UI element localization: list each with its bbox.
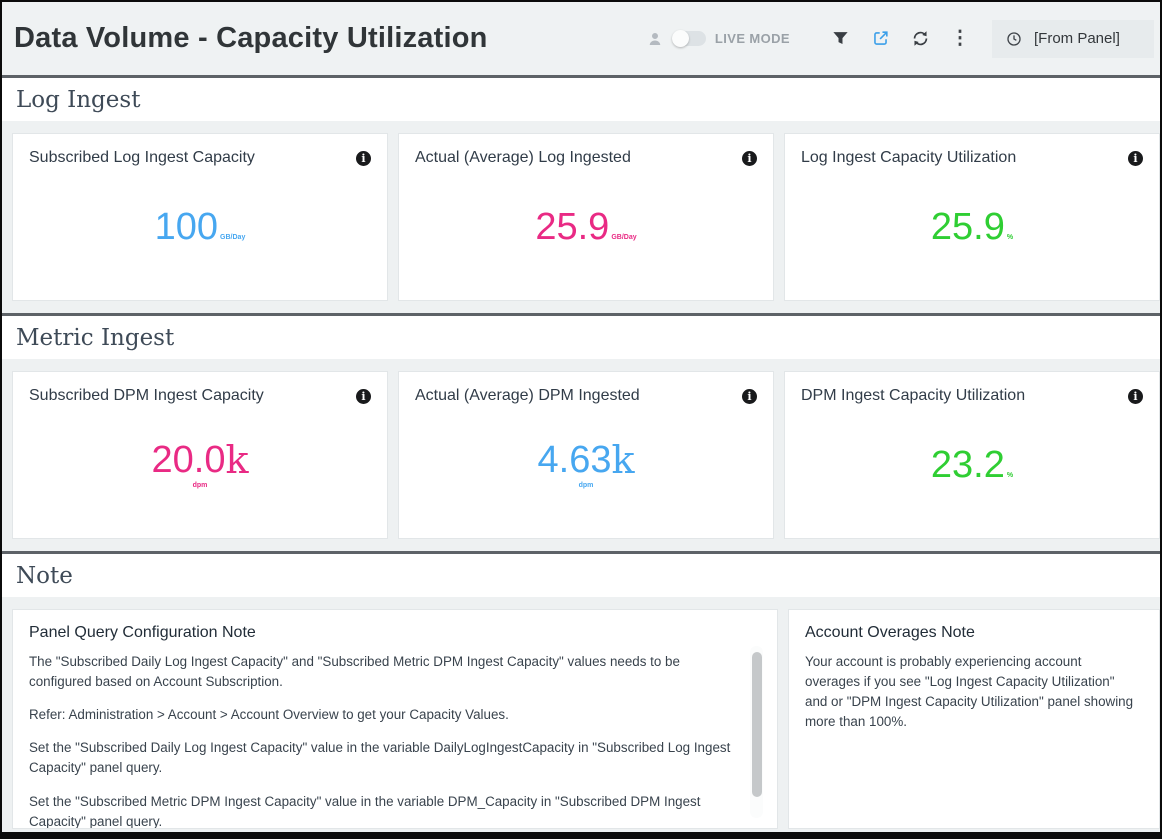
section-header-log-ingest: Log Ingest: [2, 75, 1160, 121]
metric-unit: %: [1006, 471, 1014, 479]
metric-unit: GB/Day: [220, 233, 246, 241]
metric-suffix: k: [225, 437, 249, 482]
panel-title: DPM Ingest Capacity Utilization: [801, 387, 1026, 404]
metric-unit: dpm: [192, 481, 208, 489]
filter-button[interactable]: [820, 24, 860, 54]
metric-value: 20.0: [151, 438, 226, 481]
toggle-knob[interactable]: [671, 30, 689, 47]
section-title: Metric Ingest: [16, 324, 175, 351]
log-ingest-cards-row: Subscribed Log Ingest Capacity i 100 GB/…: [12, 133, 1160, 301]
share-icon: [873, 31, 888, 45]
panel-query-configuration-note: Panel Query Configuration Note The "Subs…: [12, 609, 778, 829]
metric-value: 100: [154, 205, 219, 248]
metric-suffix: k: [611, 437, 635, 482]
panel-log-ingest-capacity-utilization: Log Ingest Capacity Utilization i 25.9 %: [784, 133, 1160, 301]
section-title: Log Ingest: [16, 86, 141, 113]
notes-row: Panel Query Configuration Note The "Subs…: [12, 609, 1160, 829]
metric-value: 25.9: [535, 205, 610, 248]
metric-ingest-cards-row: Subscribed DPM Ingest Capacity i 20.0 k …: [12, 371, 1160, 539]
panel-title: Subscribed Log Ingest Capacity: [29, 149, 255, 166]
more-options-button[interactable]: ⋮: [940, 24, 980, 54]
section-title: Note: [16, 562, 73, 589]
metric-value: 25.9: [930, 205, 1005, 248]
info-icon[interactable]: i: [742, 151, 757, 166]
person-icon: [649, 32, 661, 45]
panel-subscribed-dpm-ingest-capacity: Subscribed DPM Ingest Capacity i 20.0 k …: [12, 371, 388, 539]
note-title: Panel Query Configuration Note: [29, 624, 256, 641]
note-paragraph: The "Subscribed Daily Log Ingest Capacit…: [29, 654, 680, 690]
note-body: The "Subscribed Daily Log Ingest Capacit…: [13, 646, 777, 829]
panel-title: Subscribed DPM Ingest Capacity: [29, 387, 264, 404]
time-range-value: [From Panel]: [1034, 30, 1120, 47]
scrollbar-track[interactable]: [750, 646, 763, 818]
kebab-icon: ⋮: [950, 28, 970, 49]
live-mode-label: LIVE MODE: [714, 31, 790, 46]
page-title: Data Volume - Capacity Utilization: [14, 22, 488, 54]
panel-title: Actual (Average) Log Ingested: [415, 149, 631, 166]
note-paragraph: Refer: Administration > Account > Accoun…: [29, 707, 509, 723]
panel-actual-dpm-ingested: Actual (Average) DPM Ingested i 4.63 k d…: [398, 371, 774, 539]
metric-unit: GB/Day: [611, 233, 637, 241]
section-header-metric-ingest: Metric Ingest: [2, 313, 1160, 359]
metric-unit: %: [1006, 233, 1014, 241]
info-icon[interactable]: i: [1128, 151, 1143, 166]
metric-unit: dpm: [578, 481, 594, 489]
section-header-note: Note: [2, 551, 1160, 597]
info-icon[interactable]: i: [356, 389, 371, 404]
note-paragraph: Set the "Subscribed Metric DPM Ingest Ca…: [29, 793, 701, 829]
refresh-button[interactable]: [900, 24, 940, 54]
scrollbar-thumb[interactable]: [751, 652, 762, 797]
clock-icon: [1007, 31, 1021, 46]
info-icon[interactable]: i: [742, 389, 757, 404]
metric-value: 4.63: [537, 438, 612, 481]
panel-subscribed-log-ingest-capacity: Subscribed Log Ingest Capacity i 100 GB/…: [12, 133, 388, 301]
filter-icon: [832, 32, 848, 45]
share-button[interactable]: [860, 24, 900, 54]
refresh-icon: [913, 31, 927, 46]
panel-dpm-ingest-capacity-utilization: DPM Ingest Capacity Utilization i 23.2 %: [784, 371, 1160, 539]
time-range-selector[interactable]: [From Panel]: [992, 19, 1154, 58]
live-mode-toggle[interactable]: [671, 30, 706, 47]
header-controls: LIVE MODE: [646, 19, 1156, 58]
note-body: Your account is probably experiencing ac…: [789, 646, 1159, 742]
panel-actual-log-ingested: Actual (Average) Log Ingested i 25.9 GB/…: [398, 133, 774, 301]
note-paragraph: Set the "Subscribed Daily Log Ingest Cap…: [29, 740, 731, 776]
info-icon[interactable]: i: [356, 151, 371, 166]
note-paragraph: Your account is probably experiencing ac…: [805, 654, 1134, 730]
panel-title: Log Ingest Capacity Utilization: [801, 149, 1017, 166]
note-title: Account Overages Note: [805, 624, 975, 641]
metric-value: 23.2: [930, 443, 1005, 486]
panel-account-overages-note: Account Overages Note Your account is pr…: [788, 609, 1160, 829]
info-icon[interactable]: i: [1128, 389, 1143, 404]
dashboard-header: Data Volume - Capacity Utilization LIVE …: [2, 2, 1160, 75]
panel-title: Actual (Average) DPM Ingested: [415, 387, 640, 404]
